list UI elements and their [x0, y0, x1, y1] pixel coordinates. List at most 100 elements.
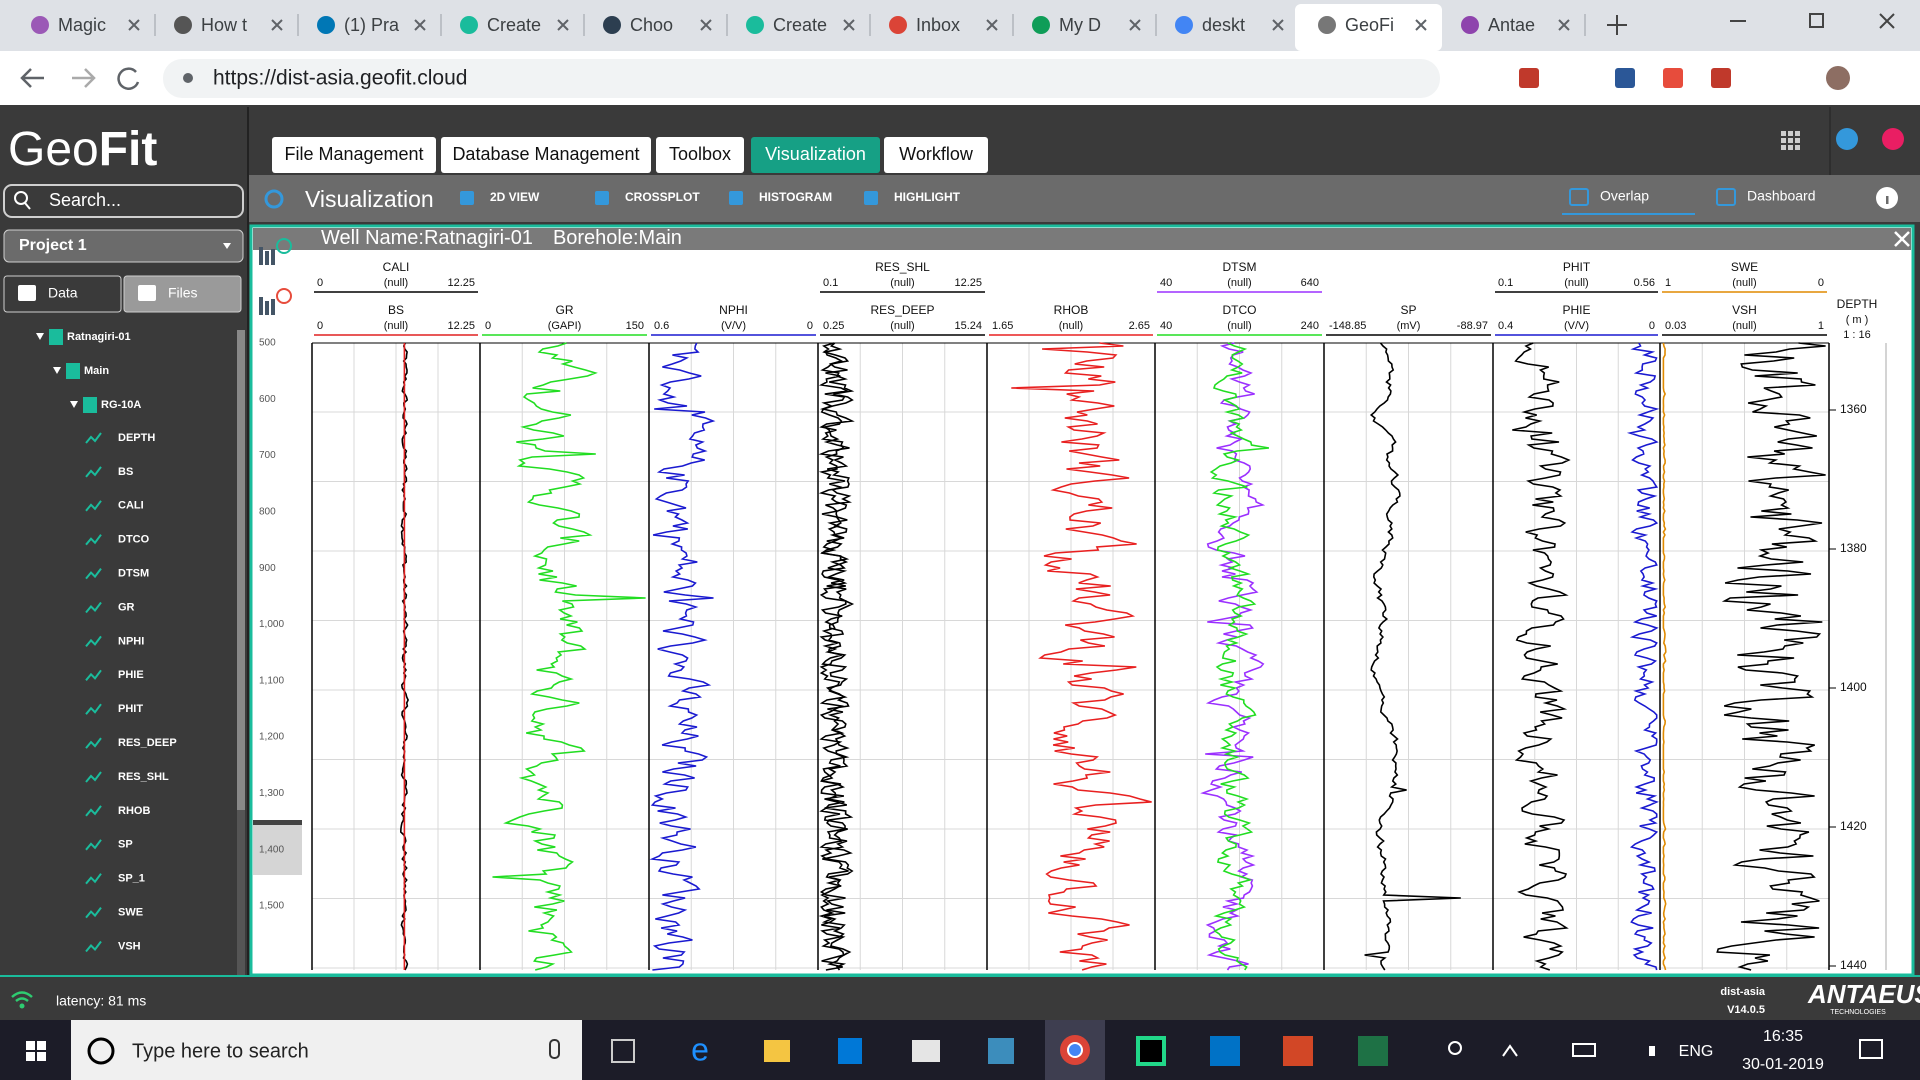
curve-icon [85, 500, 102, 512]
tree-node[interactable]: Main [84, 365, 109, 377]
tree-leaf[interactable]: PHIT [118, 703, 143, 715]
nav-tab[interactable] [272, 137, 436, 173]
curve-min: 0.25 [823, 320, 844, 332]
apps-grid[interactable] [1781, 131, 1800, 150]
search-icon-handle [24, 202, 31, 210]
clock-date: 30-01-2019 [1742, 1056, 1824, 1073]
notification-icon[interactable] [1859, 1039, 1883, 1059]
tree-leaf[interactable]: DTSM [118, 568, 149, 580]
tree-node[interactable]: Ratnagiri-01 [67, 331, 131, 343]
taskbar-search[interactable] [71, 1020, 582, 1080]
tool-label[interactable]: Dashboard [1747, 188, 1816, 204]
curve-max: 0 [1649, 320, 1655, 332]
index-scroll-window[interactable] [253, 820, 302, 875]
tree-icon [49, 329, 63, 345]
mic-icon [549, 1039, 560, 1059]
curve-unit: (null) [1732, 320, 1756, 332]
tree-icon [83, 397, 97, 413]
address-bar[interactable] [163, 59, 1440, 98]
tab-favicon [746, 16, 764, 34]
curve-name: CALI [383, 260, 410, 274]
tree-leaf[interactable]: BS [118, 466, 133, 478]
tab-title[interactable]: Create [773, 15, 827, 35]
tree-leaf[interactable]: SWE [118, 907, 143, 919]
curve-icon [85, 737, 102, 749]
tree-leaf[interactable]: NPHI [118, 635, 144, 647]
nav-buttons[interactable] [20, 67, 140, 90]
close-panel[interactable] [1894, 231, 1910, 247]
tree-leaf[interactable]: RHOB [118, 805, 150, 817]
tree-caret[interactable] [53, 367, 61, 374]
curve-icon [85, 534, 102, 546]
extensions[interactable] [1519, 66, 1850, 90]
tab-title[interactable]: My D [1059, 15, 1101, 35]
tree-leaf[interactable]: GR [118, 601, 135, 613]
taskbar-search-text: Type here to search [132, 1040, 309, 1062]
project-select[interactable] [3, 229, 244, 263]
tab-title[interactable]: Inbox [916, 15, 960, 35]
tree-leaf[interactable]: RES_SHL [118, 771, 169, 783]
tree-leaf[interactable]: DTCO [118, 534, 150, 546]
tool-label[interactable]: 2D VIEW [490, 190, 540, 204]
curve-min: 0.4 [1498, 320, 1513, 332]
tab-title[interactable]: How t [201, 15, 247, 35]
tree-leaf[interactable]: PHIE [118, 669, 144, 681]
curve-unit: (null) [1732, 277, 1756, 289]
curve-max: 0 [1818, 277, 1824, 289]
curve-icon [85, 432, 102, 444]
tree-node[interactable]: RG-10A [101, 399, 141, 411]
curve-unit: (null) [1059, 320, 1083, 332]
nav-tab-label: Database Management [452, 144, 639, 164]
tab-title[interactable]: deskt [1202, 15, 1245, 35]
tab-title[interactable]: Antae [1488, 15, 1535, 35]
tab-title[interactable]: Magic [58, 15, 106, 35]
tool-icon [460, 191, 474, 205]
tree-caret[interactable] [36, 333, 44, 340]
user-icon[interactable] [1836, 128, 1858, 150]
curve-icon [85, 601, 102, 614]
curve-icon [85, 771, 102, 783]
tab-title[interactable]: (1) Pra [344, 15, 400, 35]
tab-title[interactable]: GeoFi [1345, 15, 1394, 35]
tool-label[interactable]: HIGHLIGHT [894, 190, 961, 204]
tool-icon [864, 191, 878, 205]
tree-leaf[interactable]: RES_DEEP [118, 737, 177, 749]
nav-tab[interactable] [441, 137, 651, 173]
index-tick-label: 700 [259, 450, 276, 461]
status-bar [0, 975, 1920, 1020]
wifi-icon [11, 991, 33, 1003]
tree-leaf[interactable]: CALI [118, 500, 144, 512]
tab-title[interactable]: Create [487, 15, 541, 35]
tree-leaf[interactable]: SP [118, 839, 133, 851]
zoom-buttons[interactable] [259, 238, 292, 315]
taskbar-apps[interactable]: e [611, 1020, 1388, 1080]
nav-tab[interactable] [656, 137, 744, 173]
help-icon[interactable] [1882, 128, 1904, 150]
tree-leaf[interactable]: DEPTH [118, 432, 155, 444]
depth-unit: ( m ) [1846, 314, 1869, 326]
sidebar-tab-icon [18, 285, 36, 301]
tool-label[interactable]: Overlap [1600, 188, 1649, 204]
tree-leaf[interactable]: SP_1 [118, 873, 145, 885]
nav-tab[interactable] [751, 137, 880, 173]
tool-label[interactable]: CROSSPLOT [625, 190, 700, 204]
nav-tab[interactable] [884, 137, 988, 173]
well-name: Well Name:Ratnagiri-01 [321, 227, 533, 249]
curve-min: 0.1 [823, 277, 838, 289]
sidebar-scroll-thumb[interactable] [237, 330, 245, 810]
window-controls[interactable] [1607, 13, 1895, 35]
curve-icon [85, 568, 102, 580]
curve-name: DTCO [1223, 303, 1257, 317]
curve-name: RHOB [1054, 303, 1089, 317]
search-box[interactable] [3, 184, 244, 218]
curve-max: 640 [1301, 277, 1319, 289]
tool-label[interactable]: HISTOGRAM [759, 190, 832, 204]
tree-caret[interactable] [70, 401, 78, 408]
curve-name: VSH [1732, 303, 1757, 317]
curve-min: -148.85 [1329, 320, 1366, 332]
tree-leaf[interactable]: VSH [118, 940, 141, 952]
tab-title[interactable]: Choo [630, 15, 673, 35]
nav-tab-label: File Management [284, 144, 423, 164]
start-button[interactable] [26, 1041, 46, 1061]
curve-min: 0.6 [654, 320, 669, 332]
